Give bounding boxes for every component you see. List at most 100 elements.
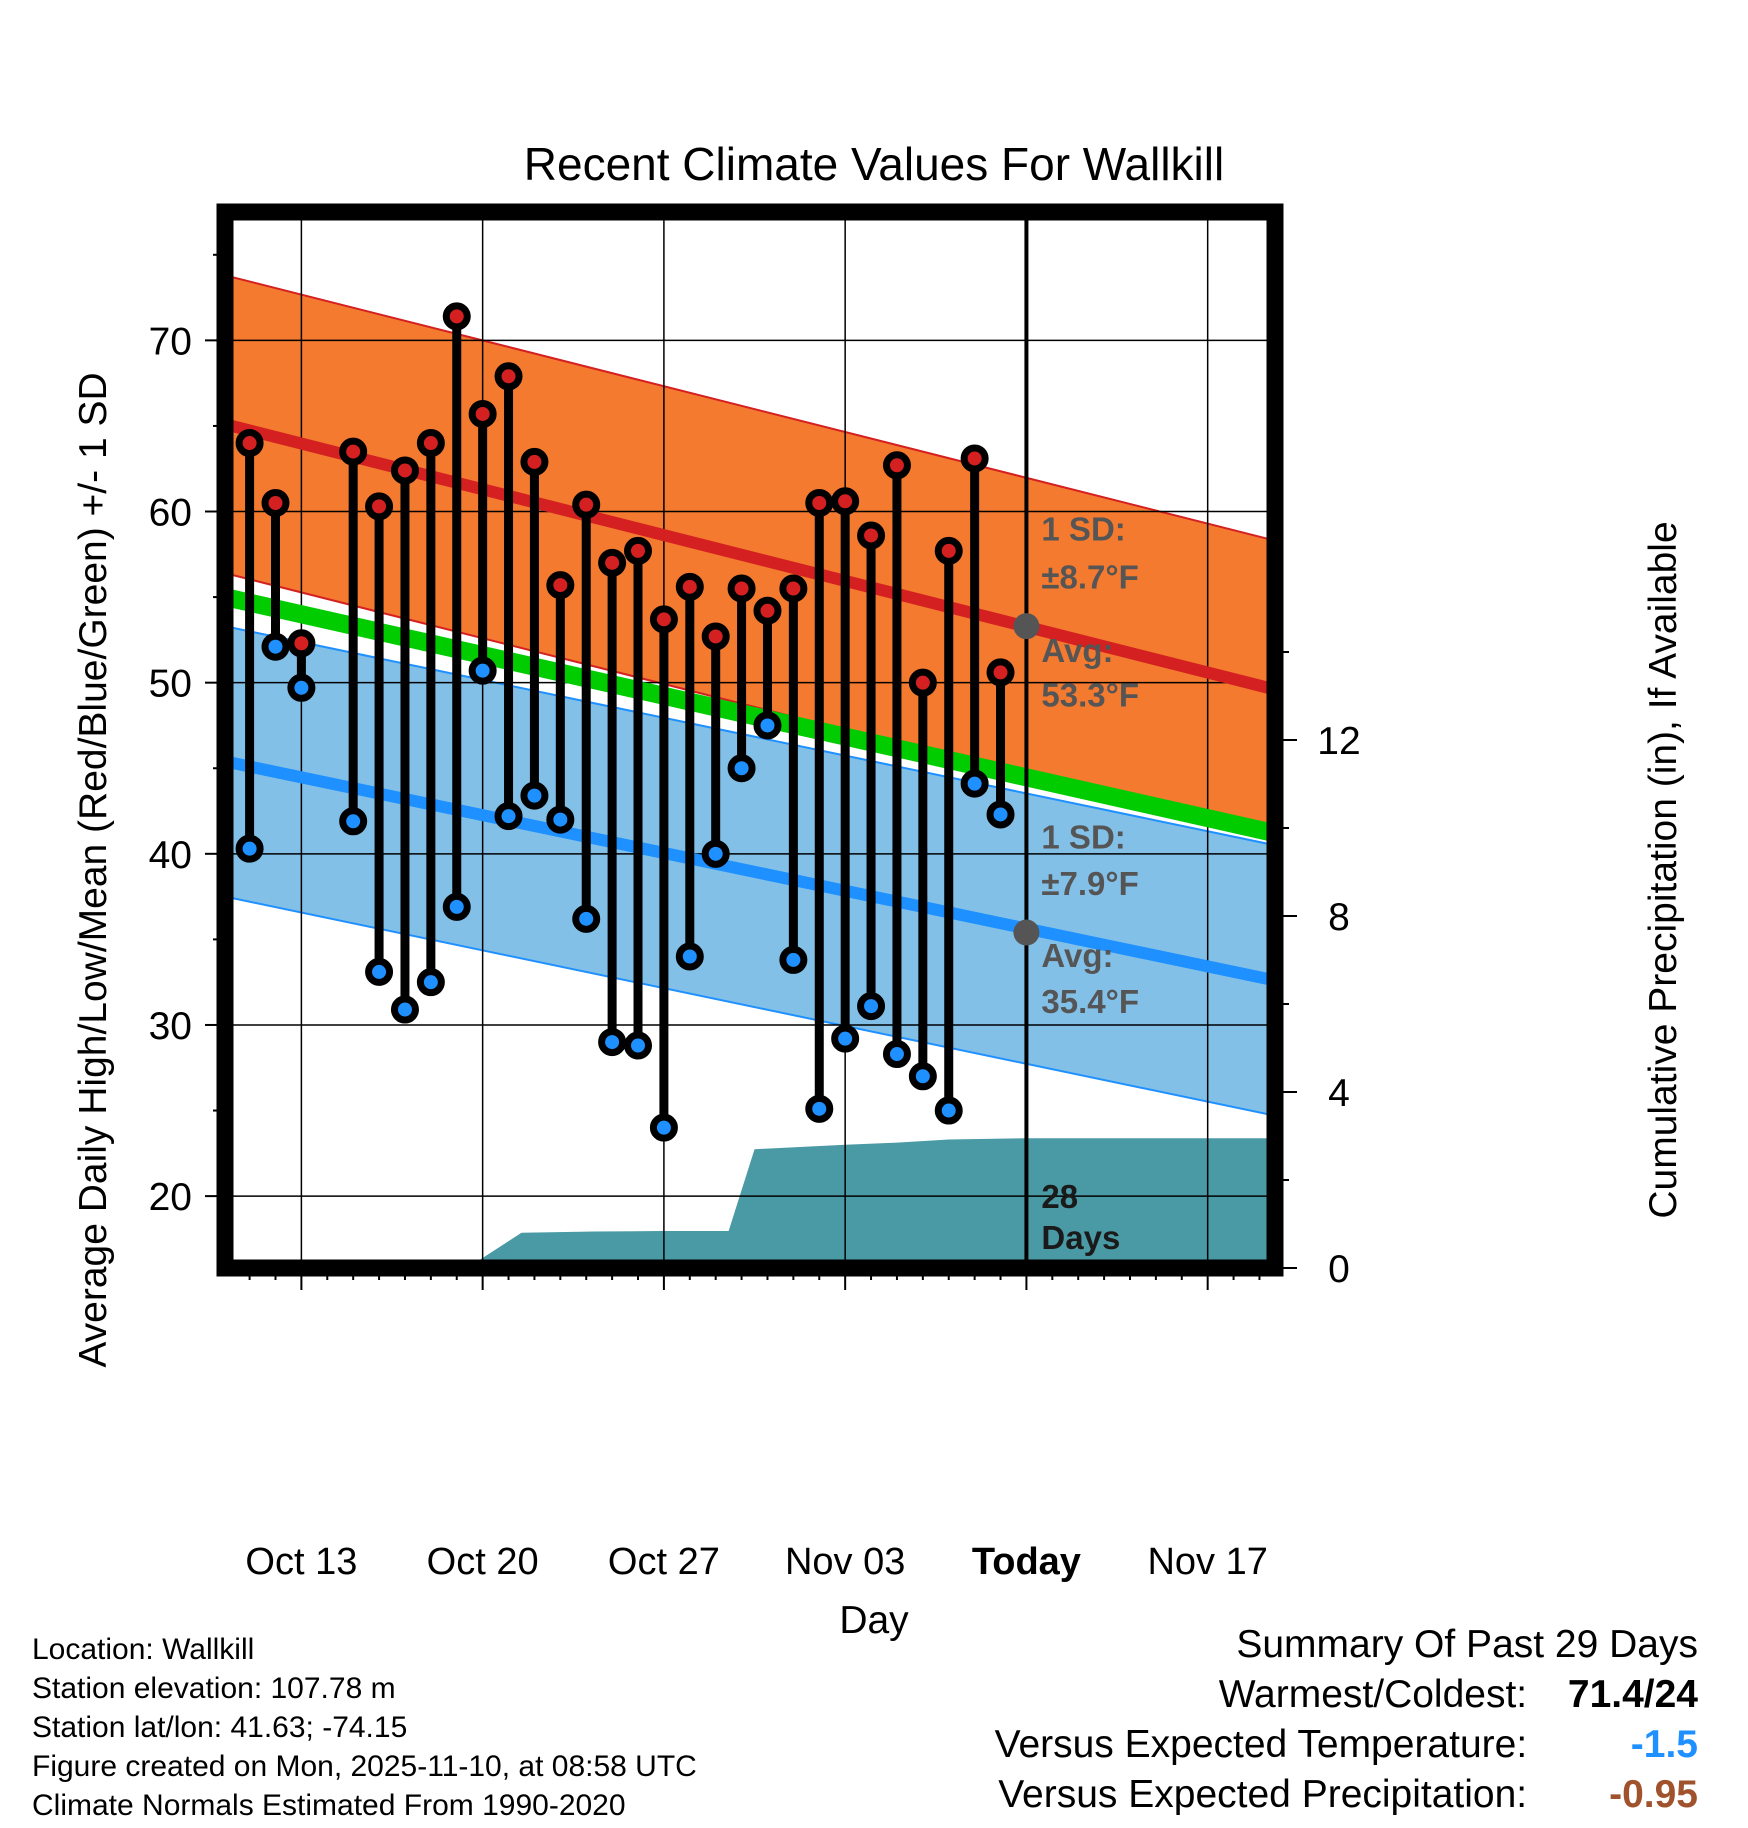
high-temp-point: [235, 429, 264, 458]
summary-precip-row: Versus Expected Precipitation: -0.95: [995, 1770, 1698, 1820]
low-temp-point: [805, 1094, 834, 1123]
high-temp-point: [339, 437, 368, 466]
x-tick-label: Nov 03: [785, 1541, 905, 1583]
high-temp-point: [882, 451, 911, 480]
low-temp-point: [675, 942, 704, 971]
created-text: Figure created on Mon, 2025-11-10, at 08…: [32, 1750, 697, 1783]
x-tick-label: Oct 20: [427, 1541, 539, 1583]
high-temp-point: [649, 605, 678, 634]
low-temp-point: [235, 834, 264, 863]
precip-area: [225, 1138, 1275, 1268]
y2-tick-label: 0: [1328, 1248, 1350, 1291]
high-temp-point: [753, 596, 782, 625]
low-avg-label: Avg:: [1041, 937, 1113, 974]
high-temp-point: [701, 622, 730, 651]
normal-mean-line: [223, 588, 1277, 843]
y2-tick-label: 12: [1317, 720, 1360, 763]
precip-anomaly-value: -0.95: [1609, 1773, 1698, 1816]
high-temp-point: [960, 444, 989, 473]
x-tick-label: Oct 27: [608, 1541, 720, 1583]
days-count: 28: [1041, 1178, 1078, 1215]
high-temp-point: [287, 629, 316, 658]
x-tick-label: Nov 17: [1147, 1541, 1267, 1583]
high-temp-point: [416, 429, 445, 458]
y-tick-label: 70: [149, 320, 192, 363]
low-temp-point: [649, 1113, 678, 1142]
high-temp-point: [494, 362, 523, 391]
latlon-text: Station lat/lon: 41.63; -74.15: [32, 1711, 408, 1744]
low-temp-point: [339, 807, 368, 836]
warmest-value: 71.4/24: [1567, 1673, 1698, 1716]
high-sd-label: 1 SD:: [1041, 511, 1125, 548]
x-axis-label: Day: [839, 1599, 909, 1642]
x-tick-label: Oct 13: [245, 1541, 357, 1583]
y-tick-label: 50: [149, 663, 192, 706]
high-temp-point: [908, 668, 937, 697]
low-temp-point: [287, 673, 316, 702]
low-temp-point: [261, 632, 290, 661]
high-avg-label: Avg:: [1041, 632, 1113, 669]
low-temp-point: [494, 802, 523, 831]
high-temp-point: [572, 490, 601, 519]
summary-temp-row: Versus Expected Temperature: -1.5: [995, 1720, 1698, 1770]
today-avg-low-dot: [1013, 919, 1040, 946]
x-tick-label: Today: [972, 1541, 1081, 1583]
temp-anomaly-value: -1.5: [1630, 1723, 1698, 1766]
y-tick-label: 40: [149, 834, 192, 877]
low-temp-point: [908, 1062, 937, 1091]
high-temp-point: [857, 521, 886, 550]
plot-area: 1 SD: ±8.7°F Avg: 53.3°F 1 SD: ±7.9°F Avg: 35.4…: [149, 203, 1361, 1583]
high-temp-point: [727, 574, 756, 603]
high-temp-point: [675, 572, 704, 601]
chart-title: Recent Climate Values For Wallkill: [524, 138, 1224, 190]
y-tick-label: 60: [149, 492, 192, 535]
high-temp-point: [546, 571, 575, 600]
high-avg-value: 53.3°F: [1041, 677, 1139, 714]
normal-low-line: [223, 755, 1277, 987]
low-temp-point: [753, 711, 782, 740]
low-temp-point: [934, 1096, 963, 1125]
low-temp-point: [624, 1031, 653, 1060]
low-temp-point: [572, 904, 601, 933]
today-avg-high-dot: [1013, 613, 1040, 640]
low-temp-point: [701, 839, 730, 868]
high-temp-point: [365, 492, 394, 521]
summary-warmest-row: Warmest/Coldest: 71.4/24: [995, 1670, 1698, 1720]
low-temp-point: [520, 781, 549, 810]
station-info: Location: Wallkill Station elevation: 10…: [32, 1630, 697, 1825]
low-temp-point: [416, 968, 445, 997]
warmest-label: Warmest/Coldest:: [1218, 1673, 1528, 1716]
y-tick-label: 30: [149, 1005, 192, 1048]
high-temp-point: [390, 456, 419, 485]
low-temp-point: [960, 769, 989, 798]
high-temp-point: [261, 488, 290, 517]
low-temp-point: [727, 754, 756, 783]
high-temp-point: [831, 487, 860, 516]
high-temp-point: [934, 536, 963, 565]
elevation-text: Station elevation: 107.78 m: [32, 1672, 396, 1705]
summary-heading: Summary Of Past 29 Days: [1236, 1623, 1698, 1666]
temp-anomaly-label: Versus Expected Temperature:: [994, 1723, 1528, 1766]
low-temp-point: [882, 1040, 911, 1069]
high-temp-point: [598, 548, 627, 577]
low-temp-point: [365, 957, 394, 986]
y2-tick-label: 4: [1328, 1072, 1350, 1115]
high-temp-point: [468, 399, 497, 428]
y2-tick-label: 8: [1328, 896, 1350, 939]
summary-panel: Summary Of Past 29 Days Warmest/Coldest:…: [995, 1620, 1698, 1820]
low-sd-label: 1 SD:: [1041, 819, 1125, 856]
high-temp-point: [442, 302, 471, 331]
high-temp-point: [520, 447, 549, 476]
high-temp-point: [624, 536, 653, 565]
plot-frame: [216, 203, 1284, 1277]
low-temp-point: [390, 995, 419, 1024]
low-temp-point: [857, 992, 886, 1021]
low-temp-point: [442, 892, 471, 921]
y-tick-label: 20: [149, 1176, 192, 1219]
low-temp-point: [598, 1028, 627, 1057]
precip-anomaly-label: Versus Expected Precipitation:: [998, 1773, 1528, 1816]
high-temp-point: [779, 574, 808, 603]
low-temp-point: [986, 800, 1015, 829]
low-temp-point: [468, 656, 497, 685]
